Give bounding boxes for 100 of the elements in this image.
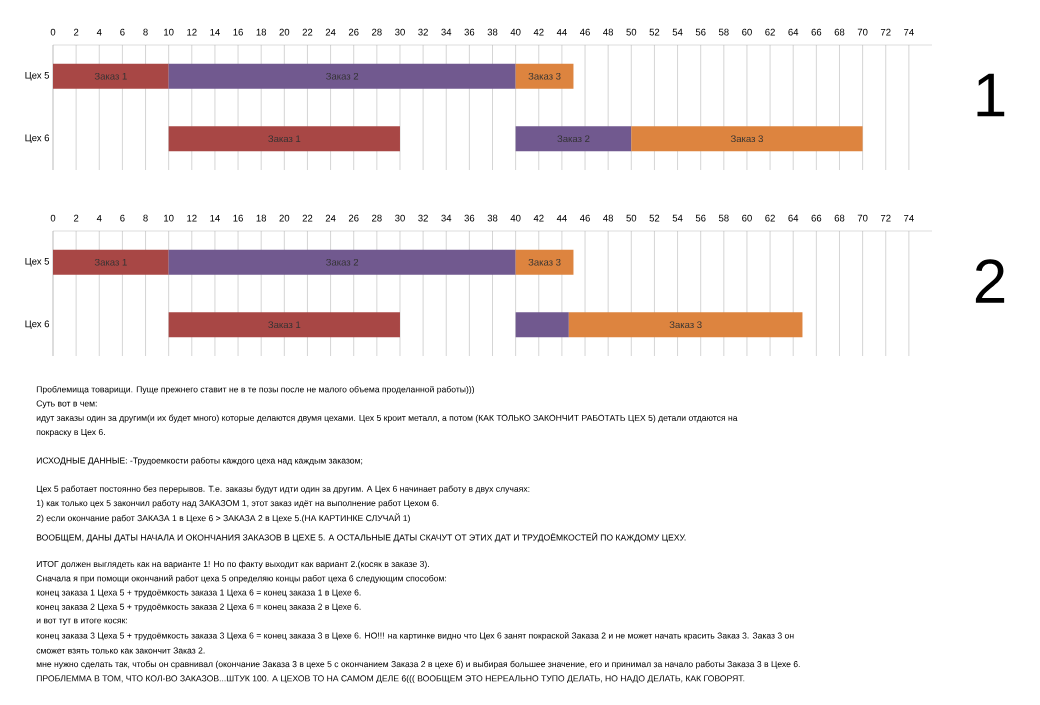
x-tick-label: 20 bbox=[279, 28, 290, 36]
series-label: Заказ 3 bbox=[730, 135, 763, 143]
x-tick-label: 24 bbox=[325, 214, 336, 222]
x-tick-label: 38 bbox=[487, 214, 498, 222]
x-tick-label: 72 bbox=[880, 28, 891, 36]
x-tick-label: 62 bbox=[765, 214, 775, 222]
x-tick-label: 2 bbox=[73, 214, 79, 222]
x-tick-label: 0 bbox=[50, 28, 56, 36]
x-tick-label: 22 bbox=[302, 28, 313, 36]
bar bbox=[515, 249, 574, 275]
x-tick-label: 26 bbox=[348, 214, 359, 222]
text: идут заказы один за другим(и их будет много) которые делаются двумя цехами. Цех 5 кроит металл, а потом (КАК ТОЛЬКО ЗАКОНЧИТ РАБОТАТЬ ЦЕХ 5) детали отдаются на bbox=[36, 414, 738, 423]
bar bbox=[168, 312, 400, 338]
x-tick-label: 42 bbox=[533, 28, 544, 36]
text: ИТОГ должен выглядеть как на варианте 1! Но по факту выходит как вариант 2.(косяк в заказе 3). bbox=[36, 560, 429, 569]
x-tick-label: 50 bbox=[626, 28, 637, 36]
x-tick-label: 50 bbox=[626, 214, 637, 222]
series-label: Заказ 2 bbox=[326, 258, 359, 266]
x-tick-label: 32 bbox=[418, 214, 428, 222]
text: конец заказа 3 Цеха 5 + трудоёмкость заказа 3 Цеха 6 = конец заказа 3 в Цехе 6. НО!!! на картинке видно что Цех 6 занят покраской Заказа 2 и не может начать красить Заказ 3. Заказ 3 он bbox=[36, 632, 794, 641]
y-tick-label: Цех 5 bbox=[25, 258, 50, 267]
x-tick-label: 68 bbox=[834, 214, 845, 222]
series-label: Заказ 1 bbox=[94, 258, 127, 266]
bar bbox=[631, 126, 863, 152]
x-tick-label: 16 bbox=[233, 28, 243, 36]
x-tick-label: 8 bbox=[143, 28, 148, 36]
x-tick-label: 14 bbox=[210, 214, 220, 222]
y-tick-label: Цех 5 bbox=[25, 72, 50, 81]
text: Заказ 1 bbox=[268, 321, 301, 329]
x-tick-label: 8 bbox=[143, 214, 148, 222]
text: Заказ 3 bbox=[528, 72, 561, 80]
x-tick-label: 44 bbox=[556, 214, 567, 222]
x-tick-label: 44 bbox=[556, 28, 567, 36]
x-tick-label: 68 bbox=[834, 28, 845, 36]
bar bbox=[168, 249, 516, 275]
x-tick-label: 52 bbox=[649, 214, 660, 222]
x-tick-label: 26 bbox=[348, 28, 359, 36]
x-tick-label: 12 bbox=[187, 28, 197, 36]
x-tick-label: 64 bbox=[788, 28, 799, 36]
x-tick-label: 12 bbox=[187, 214, 197, 222]
x-tick-label: 60 bbox=[742, 28, 752, 36]
bar bbox=[515, 63, 574, 89]
x-tick-label: 34 bbox=[441, 28, 452, 36]
text: сможет взять только как закончит Заказ 2. bbox=[36, 647, 205, 654]
x-tick-label: 18 bbox=[256, 214, 267, 222]
text: Цех 5 работает постоянно без перерывов. Т.е. заказы будут идти один за другим. А Цех 6 начинает работу в двух случаях: bbox=[36, 485, 530, 494]
text: 2) если окончание работ ЗАКАЗА 1 в Цехе 6 > ЗАКАЗА 2 в Цехе 5.(НА КАРТИНКЕ СЛУЧАЙ 1) bbox=[36, 513, 410, 523]
text: Заказ 3 bbox=[669, 321, 702, 329]
x-tick-label: 16 bbox=[233, 214, 243, 222]
x-tick-label: 0 bbox=[50, 214, 56, 222]
x-tick-label: 4 bbox=[96, 214, 102, 222]
x-tick-label: 58 bbox=[718, 28, 729, 36]
x-tick-label: 52 bbox=[649, 28, 660, 36]
series-label: Заказ 1 bbox=[268, 135, 301, 143]
x-tick-label: 22 bbox=[302, 214, 313, 222]
text: 1) как только цех 5 закончил работу над ЗАКАЗОМ 1, этот заказ идёт на выполнение работ Цехом 6. bbox=[36, 499, 439, 508]
text: 1 bbox=[977, 73, 1005, 117]
y-tick-label: Цех 6 bbox=[25, 134, 50, 144]
x-tick-label: 74 bbox=[904, 214, 914, 222]
bar bbox=[168, 63, 516, 89]
x-tick-label: 28 bbox=[372, 28, 382, 36]
x-tick-label: 28 bbox=[372, 214, 382, 222]
text: ПРОБЛЕММА В ТОМ, ЧТО КОЛ-ВО ЗАКАЗОВ...ШТУК 100. А ЦЕХОВ ТО НА САМОМ ДЕЛЕ 6((( ВООБЩЕМ ЭТО НЕРЕАЛЬНО ТУПО ДЕЛАТЬ, НО НАДО ДЕЛАТЬ, КАК ГОВОРЯТ. bbox=[36, 675, 745, 684]
text: покраску в Цех 6. bbox=[36, 429, 105, 437]
x-tick-label: 42 bbox=[533, 214, 544, 222]
x-tick-label: 72 bbox=[880, 214, 891, 222]
x-tick-label: 10 bbox=[164, 28, 174, 36]
x-tick-label: 6 bbox=[120, 214, 125, 222]
x-tick-label: 18 bbox=[256, 28, 267, 36]
text: и вот тут в итоге косяк: bbox=[36, 618, 127, 626]
bar bbox=[515, 126, 632, 152]
x-tick-label: 46 bbox=[579, 214, 590, 222]
x-tick-label: 36 bbox=[464, 214, 475, 222]
x-tick-label: 40 bbox=[510, 214, 521, 222]
x-tick-label: 54 bbox=[672, 28, 683, 36]
x-tick-label: 74 bbox=[904, 28, 914, 36]
x-tick-label: 62 bbox=[765, 28, 775, 36]
text: 2 bbox=[975, 259, 1005, 303]
text: ИСХОДНЫЕ ДАННЫЕ: -Трудоемкости работы каждого цеха над каждым заказом; bbox=[36, 457, 363, 466]
x-tick-label: 58 bbox=[718, 214, 729, 222]
text: Заказ 1 bbox=[94, 72, 127, 80]
text: мне нужно сделать так, чтобы он сравнивал (окончание Заказа 3 в цехе 5 с окончанием Заказа 2 в цехе 6) и выбирая большее значение, его и принимал за начало работы Заказа 3 в Цехе 6. bbox=[36, 660, 800, 669]
x-tick-label: 20 bbox=[279, 214, 290, 222]
series-label: Заказ 3 bbox=[528, 258, 561, 266]
x-tick-label: 34 bbox=[441, 214, 452, 222]
bar bbox=[53, 249, 169, 275]
text: Проблемища товарищи. Пуще прежнего ставит не в те позы после не малого объема проделанной работы))) bbox=[36, 385, 475, 395]
x-tick-label: 2 bbox=[73, 28, 79, 36]
x-tick-label: 30 bbox=[395, 214, 405, 222]
bar bbox=[168, 126, 400, 152]
x-tick-label: 64 bbox=[788, 214, 799, 222]
x-tick-label: 66 bbox=[811, 28, 822, 36]
text: ВООБЩЕМ, ДАНЫ ДАТЫ НАЧАЛА И ОКОНЧАНИЯ ЗАКАЗОВ В ЦЕХЕ 5. А ОСТАЛЬНЫЕ ДАТЫ СКАЧУТ ОТ ЭТИХ ДАТ И ТРУДОЁМКОСТЕЙ ПО КАЖДОМУ ЦЕХУ. bbox=[36, 532, 686, 543]
y-tick-label: Цех 6 bbox=[25, 320, 50, 330]
x-tick-label: 60 bbox=[742, 214, 752, 222]
x-tick-label: 48 bbox=[603, 214, 614, 222]
bar bbox=[568, 312, 803, 338]
x-tick-label: 38 bbox=[487, 28, 498, 36]
x-tick-label: 70 bbox=[857, 28, 868, 36]
x-tick-label: 6 bbox=[120, 28, 125, 36]
